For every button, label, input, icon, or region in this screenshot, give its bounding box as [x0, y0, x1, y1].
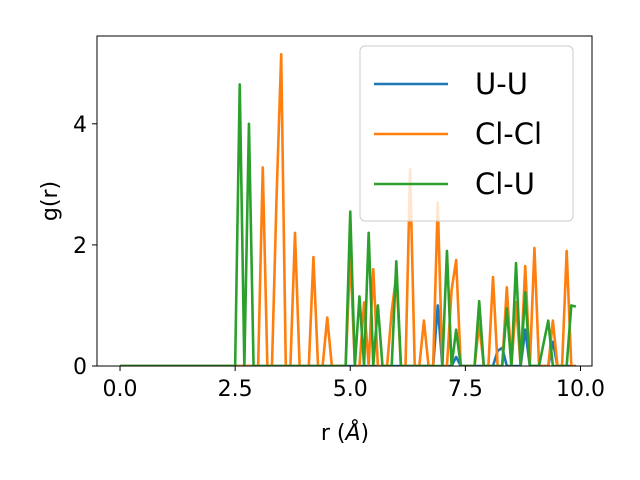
x-tick-label: 7.5: [448, 377, 483, 402]
legend-label-cl-u: Cl-U: [475, 167, 535, 201]
legend-label-cl-cl: Cl-Cl: [475, 117, 542, 151]
series-line-cl-u: [120, 83, 577, 366]
y-tick-label: 0: [73, 355, 87, 380]
x-tick-label: 2.5: [218, 377, 253, 402]
y-tick-label: 4: [73, 113, 87, 138]
x-axis-label: r (Å): [321, 419, 369, 446]
y-tick-label: 2: [73, 234, 87, 259]
x-tick-label: 10.0: [556, 377, 605, 402]
y-axis-label: g(r): [38, 181, 63, 221]
x-tick-label: 0.0: [103, 377, 138, 402]
legend-frame: [359, 45, 574, 222]
x-tick-label: 5.0: [333, 377, 368, 402]
plot-lines: [120, 52, 577, 366]
legend-label-u-u: U-U: [475, 67, 528, 101]
x-axis: 0.0 2.5 5.0 7.5 10.0: [103, 366, 605, 402]
y-axis: 0 2 4: [73, 113, 97, 380]
plot-frame: [96, 35, 593, 367]
legend: U-U Cl-Cl Cl-U: [359, 45, 574, 222]
